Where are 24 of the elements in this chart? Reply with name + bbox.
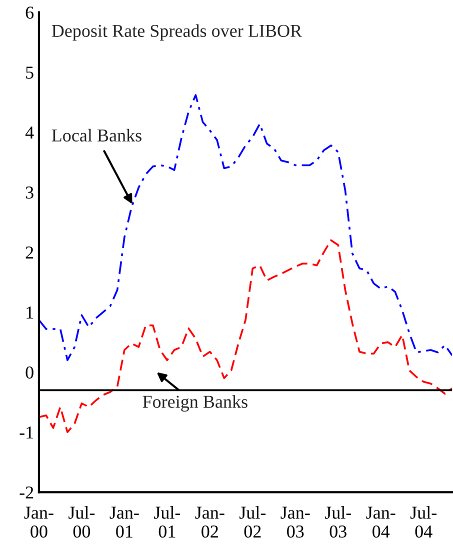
y-tick-label: 5: [26, 66, 34, 79]
series-label: Foreign Banks: [142, 395, 248, 412]
x-tick-label: Jan- 01: [110, 506, 139, 538]
x-tick-label: Jan- 00: [24, 506, 54, 538]
x-tick-label: Jan- 03: [280, 506, 310, 538]
y-tick-label: 3: [26, 186, 34, 199]
x-tick-label: Jan- 02: [195, 506, 224, 538]
x-tick-label: Jul- 03: [324, 506, 352, 538]
y-tick-label: 6: [26, 6, 34, 19]
text: Deposit Rate Spreads over LIBOR: [52, 24, 302, 41]
line-series: [38, 94, 452, 362]
series-label: Local Banks: [52, 128, 142, 142]
x-tick-label: Jul- 01: [154, 506, 180, 538]
y-tick-label: -2: [20, 486, 34, 498]
line-series: [38, 239, 452, 434]
y-tick-label: 0: [26, 366, 34, 379]
x-tick-label: Jul- 02: [239, 506, 266, 538]
y-tick-label: 1: [26, 306, 34, 318]
x-tick-label: Jul- 00: [68, 506, 95, 538]
y-tick-label: 4: [25, 126, 34, 139]
x-tick-label: Jan- 04: [366, 506, 396, 538]
x-tick-label: Jul- 04: [410, 506, 436, 538]
y-tick-label: 2: [26, 246, 34, 258]
y-tick-label: -1: [20, 426, 34, 438]
